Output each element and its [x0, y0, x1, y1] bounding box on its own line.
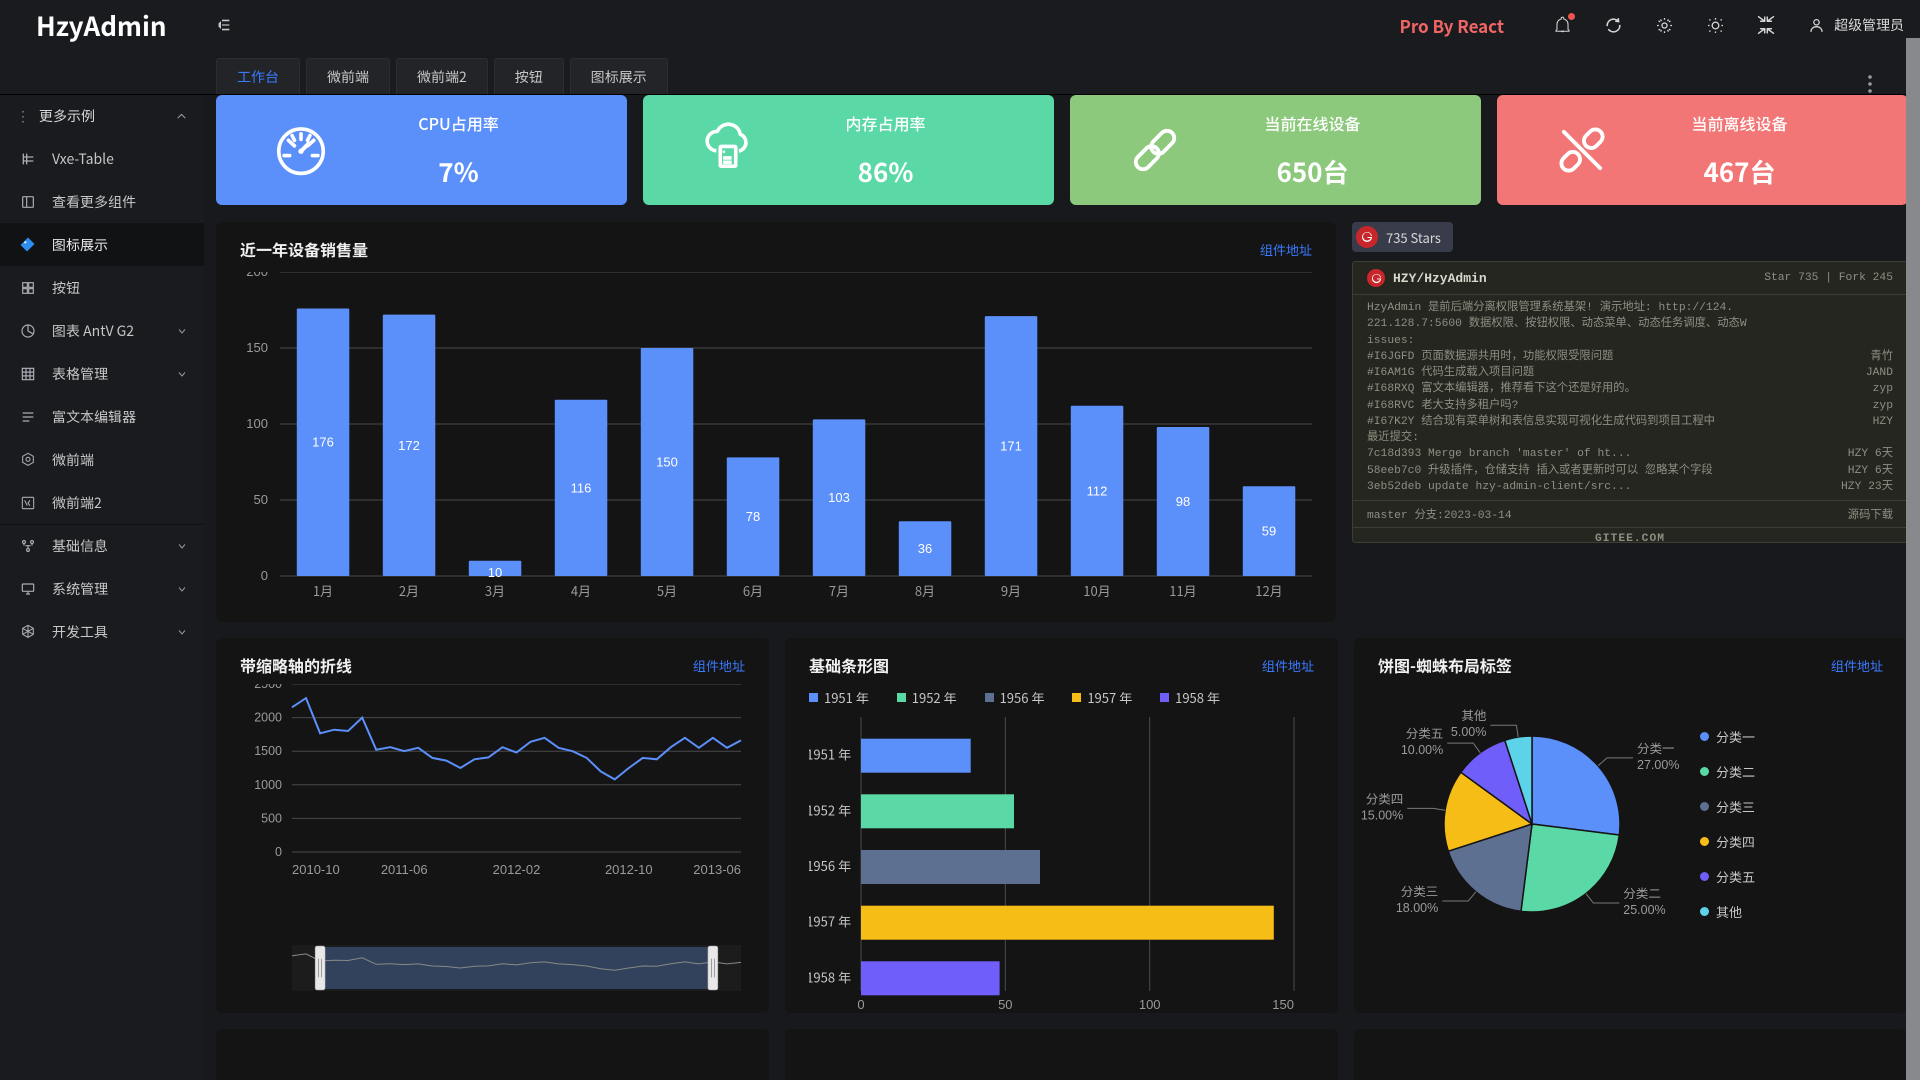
svg-text:3月: 3月	[485, 581, 505, 600]
svg-text:分类二: 分类二	[1623, 883, 1661, 902]
svg-text:150: 150	[246, 340, 268, 355]
svg-text:27.00%: 27.00%	[1637, 758, 1679, 772]
svg-text:98: 98	[1176, 494, 1190, 509]
svg-text:0: 0	[275, 845, 282, 859]
svg-text:171: 171	[1000, 439, 1022, 454]
svg-text:100: 100	[1139, 997, 1161, 1012]
svg-text:112: 112	[1087, 483, 1108, 498]
svg-text:分类一: 分类一	[1637, 738, 1675, 757]
svg-text:10月: 10月	[1083, 581, 1110, 600]
svg-text:1月: 1月	[313, 581, 333, 600]
svg-text:1000: 1000	[254, 778, 282, 792]
svg-text:2500: 2500	[254, 684, 282, 691]
svg-text:5月: 5月	[657, 581, 677, 600]
svg-text:4月: 4月	[571, 581, 591, 600]
svg-text:150: 150	[1272, 997, 1294, 1012]
svg-text:1952 年: 1952 年	[809, 800, 851, 819]
svg-text:2013-06: 2013-06	[693, 862, 741, 877]
svg-text:12月: 12月	[1255, 581, 1282, 600]
svg-text:150: 150	[656, 455, 678, 470]
svg-text:78: 78	[746, 509, 760, 524]
svg-text:分类四: 分类四	[1366, 788, 1404, 807]
svg-text:200: 200	[246, 272, 268, 279]
svg-text:分类三: 分类三	[1401, 881, 1439, 900]
svg-text:1956 年: 1956 年	[809, 856, 851, 875]
svg-text:1958 年: 1958 年	[809, 967, 851, 986]
svg-text:2012-02: 2012-02	[493, 862, 541, 877]
svg-text:103: 103	[828, 490, 850, 505]
svg-text:2月: 2月	[399, 581, 419, 600]
svg-text:2000: 2000	[254, 711, 282, 725]
svg-text:10: 10	[488, 565, 502, 580]
svg-text:9月: 9月	[1001, 581, 1021, 600]
svg-text:分类五: 分类五	[1406, 723, 1444, 742]
svg-text:1957 年: 1957 年	[809, 912, 851, 931]
svg-text:7月: 7月	[829, 581, 849, 600]
svg-text:172: 172	[398, 438, 420, 453]
svg-text:11月: 11月	[1169, 581, 1196, 600]
svg-text:2012-10: 2012-10	[605, 862, 653, 877]
svg-text:18.00%: 18.00%	[1396, 901, 1438, 915]
svg-text:100: 100	[246, 416, 268, 431]
svg-text:8月: 8月	[915, 581, 935, 600]
svg-text:116: 116	[571, 480, 592, 495]
svg-text:其他: 其他	[1461, 705, 1486, 724]
svg-text:5.00%: 5.00%	[1451, 725, 1486, 739]
svg-text:1951 年: 1951 年	[809, 745, 851, 764]
svg-text:15.00%: 15.00%	[1361, 808, 1403, 822]
svg-text:25.00%: 25.00%	[1623, 903, 1665, 917]
svg-text:0: 0	[857, 997, 864, 1012]
svg-text:176: 176	[312, 435, 334, 450]
svg-text:10.00%: 10.00%	[1401, 743, 1443, 757]
svg-text:59: 59	[1262, 524, 1276, 539]
svg-text:500: 500	[261, 811, 282, 825]
svg-text:2010-10: 2010-10	[292, 862, 340, 877]
svg-text:0: 0	[261, 568, 268, 583]
svg-text:50: 50	[998, 997, 1012, 1012]
svg-text:2011-06: 2011-06	[381, 862, 428, 877]
svg-text:36: 36	[918, 541, 932, 556]
svg-text:6月: 6月	[743, 581, 763, 600]
svg-text:50: 50	[254, 492, 268, 507]
svg-text:1500: 1500	[254, 744, 282, 758]
